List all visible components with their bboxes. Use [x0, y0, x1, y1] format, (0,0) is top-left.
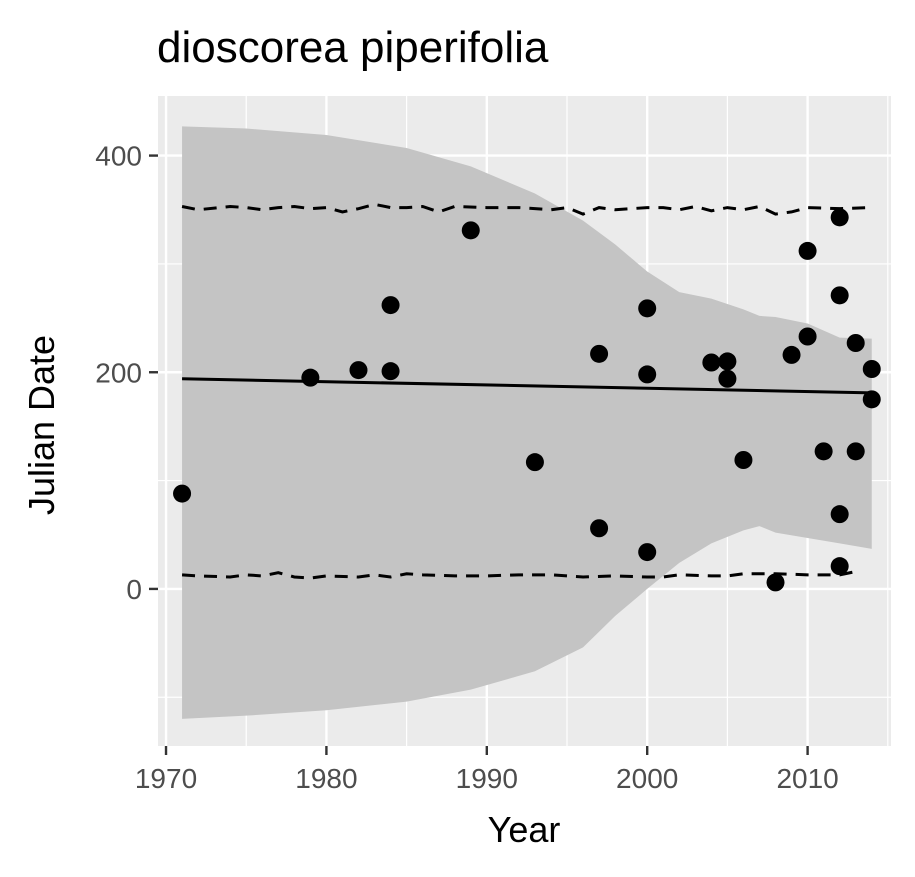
- x-tick-label: 2000: [616, 763, 678, 794]
- data-point: [638, 543, 657, 562]
- data-point: [461, 221, 480, 240]
- data-point: [638, 365, 657, 384]
- data-point: [830, 208, 849, 227]
- data-point: [830, 286, 849, 305]
- data-point: [830, 505, 849, 524]
- y-axis: 0 200 400: [95, 141, 158, 605]
- x-axis: 1970 1980 1990 2000 2010: [135, 746, 839, 794]
- data-point: [798, 241, 817, 260]
- x-tick-label: 1980: [295, 763, 357, 794]
- data-point: [862, 390, 881, 409]
- data-point: [782, 345, 801, 364]
- data-point: [590, 519, 609, 538]
- data-points: [173, 208, 881, 592]
- data-point: [846, 334, 865, 352]
- data-point: [381, 362, 400, 381]
- data-point: [846, 442, 865, 461]
- confidence-band: [182, 126, 872, 719]
- x-tick-label: 1970: [135, 763, 197, 794]
- data-point: [718, 369, 737, 388]
- y-tick-label: 400: [95, 141, 142, 172]
- data-point: [862, 360, 881, 378]
- chart-title: dioscorea piperifolia: [157, 23, 549, 72]
- x-tick-label: 2010: [776, 763, 838, 794]
- data-point: [734, 451, 753, 469]
- y-tick-label: 200: [95, 357, 142, 388]
- x-tick-label: 1990: [456, 763, 518, 794]
- lower-dashed-line: [181, 570, 857, 580]
- data-point: [525, 453, 544, 472]
- data-point: [766, 573, 785, 592]
- data-point: [590, 344, 609, 363]
- data-point: [381, 296, 400, 315]
- data-point: [349, 361, 368, 380]
- data-point: [798, 327, 817, 346]
- trend-line: [182, 377, 872, 395]
- y-tick-label: 0: [126, 574, 142, 605]
- data-point: [301, 368, 320, 387]
- upper-dashed-line: [181, 202, 872, 216]
- data-point: [702, 353, 721, 372]
- data-point: [638, 299, 657, 318]
- data-point: [718, 352, 737, 371]
- y-axis-label: Julian Date: [21, 335, 62, 515]
- data-point: [814, 442, 833, 461]
- x-axis-label: Year: [488, 809, 561, 850]
- data-point: [830, 557, 849, 576]
- data-point: [173, 484, 192, 503]
